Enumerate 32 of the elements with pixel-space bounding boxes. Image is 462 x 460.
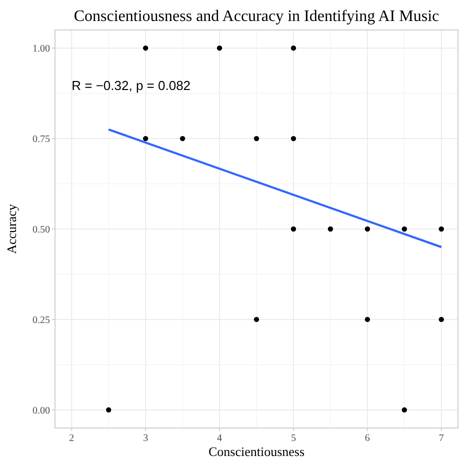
x-tick-label: 2 [69,433,74,444]
point [290,136,296,142]
x-tick-label: 7 [438,433,444,444]
annotation: R = −0.32, p = 0.082 [72,78,191,93]
point [142,136,148,142]
point [402,407,407,413]
point [142,45,148,51]
x-tick-label: 5 [290,433,296,444]
y-axis-title: Accuracy [4,204,19,254]
x-axis-title: Conscientiousness [208,444,305,459]
y-tick-label: 0.75 [32,134,50,146]
y-tick-label: 0.00 [32,405,50,416]
x-tick-label: 6 [364,433,370,444]
y-tick-label: 0.50 [32,224,50,236]
point [438,316,444,322]
point [180,136,186,142]
point [364,226,370,232]
y-tick-label: 0.25 [32,314,50,326]
point [364,316,370,322]
point [216,45,222,51]
x-tick-label: 3 [143,433,148,444]
point [254,136,260,142]
point [438,226,444,232]
point [254,316,260,322]
point [328,226,334,232]
point [402,226,407,232]
point [290,226,296,232]
point [290,45,296,51]
point [106,407,112,413]
chart-title: Conscientiousness and Accuracy in Identifying AI Music [74,8,440,25]
y-tick-label: 1.00 [32,44,50,55]
x-tick-label: 4 [217,433,222,444]
